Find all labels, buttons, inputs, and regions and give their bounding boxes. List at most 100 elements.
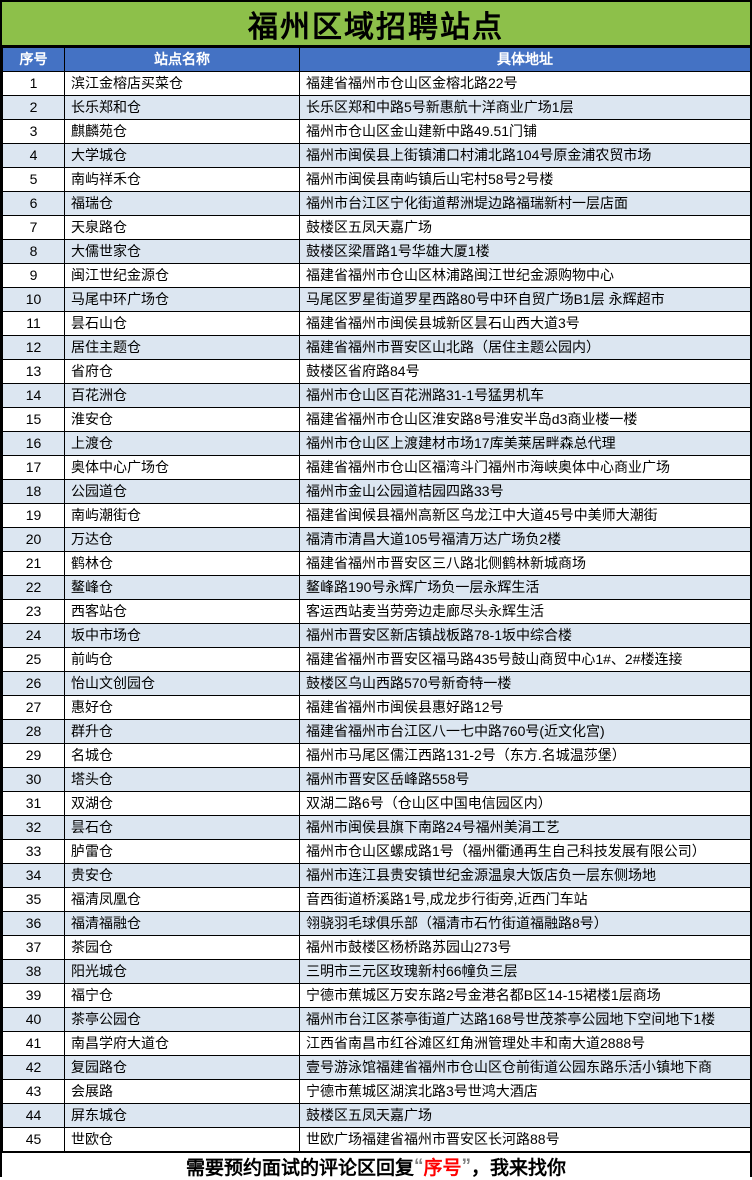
address-cell: 世欧广场福建省福州市晋安区长河路88号	[299, 1127, 751, 1152]
address-cell: 江西省南昌市红谷滩区红角洲管理处丰和南大道2888号	[299, 1031, 751, 1056]
row-number-cell: 41	[2, 1031, 65, 1056]
footer-quote-close: ”	[461, 1155, 472, 1177]
row-number-cell: 12	[2, 335, 65, 360]
address-cell: 福建省福州市仓山区福湾斗门福州市海峡奥体中心商业广场	[299, 455, 751, 480]
site-name-cell: 马尾中环广场仓	[64, 287, 300, 312]
table-row: 19 南屿潮街仓 福建省闽候县福州高新区乌龙江中大道45号中美师大潮街	[2, 503, 751, 528]
site-name-cell: 鳌峰仓	[64, 575, 300, 600]
site-name-cell: 福清凤凰仓	[64, 887, 300, 912]
table-row: 8 大儒世家仓 鼓楼区梁厝路1号华雄大厦1楼	[2, 239, 751, 264]
site-name-cell: 前屿仓	[64, 647, 300, 672]
table-row: 1 滨江金榕店买菜仓 福建省福州市仓山区金榕北路22号	[2, 71, 751, 96]
address-cell: 福州市仓山区上渡建材市场17库美莱居畔森总代理	[299, 431, 751, 456]
address-cell: 福州市仓山区金山建新中路49.51门铺	[299, 119, 751, 144]
row-number-cell: 25	[2, 647, 65, 672]
row-number-cell: 7	[2, 215, 65, 240]
address-cell: 福州市晋安区岳峰路558号	[299, 767, 751, 792]
site-name-cell: 福宁仓	[64, 983, 300, 1008]
table-row: 18 公园道仓 福州市金山公园道桔园四路33号	[2, 479, 751, 504]
site-name-cell: 鹤林仓	[64, 551, 300, 576]
row-number-cell: 3	[2, 119, 65, 144]
row-number-cell: 1	[2, 71, 65, 96]
row-number-cell: 43	[2, 1079, 65, 1104]
row-number-cell: 16	[2, 431, 65, 456]
row-number-cell: 13	[2, 359, 65, 384]
table-row: 36 福清福融仓 翎骁羽毛球俱乐部（福清市石竹街道福融路8号）	[2, 911, 751, 936]
row-number-cell: 4	[2, 143, 65, 168]
table-row: 12 居住主题仓 福建省福州市晋安区山北路（居住主题公园内）	[2, 335, 751, 360]
site-name-cell: 南屿潮街仓	[64, 503, 300, 528]
address-cell: 福州市仓山区百花洲路31-1号猛男机车	[299, 383, 751, 408]
table-row: 37 茶园仓 福州市鼓楼区杨桥路苏园山273号	[2, 935, 751, 960]
row-number-cell: 11	[2, 311, 65, 336]
site-name-cell: 天泉路仓	[64, 215, 300, 240]
table-row: 39 福宁仓 宁德市蕉城区万安东路2号金港名都B区14-15裙楼1层商场	[2, 983, 751, 1008]
site-name-cell: 双湖仓	[64, 791, 300, 816]
address-cell: 福州市闽侯县上街镇浦口村浦北路104号原金浦农贸市场	[299, 143, 751, 168]
table-row: 24 坂中市场仓 福州市晋安区新店镇战板路78-1坂中综合楼	[2, 623, 751, 648]
table-row: 29 名城仓 福州市马尾区儒江西路131-2号（东方.名城温莎堡）	[2, 743, 751, 768]
table-row: 5 南屿祥禾仓 福州市闽侯县南屿镇后山宅村58号2号楼	[2, 167, 751, 192]
table-row: 15 淮安仓 福建省福州市仓山区淮安路8号淮安半岛d3商业楼一楼	[2, 407, 751, 432]
site-name-cell: 南昌学府大道仓	[64, 1031, 300, 1056]
table-row: 30 塔头仓 福州市晋安区岳峰路558号	[2, 767, 751, 792]
table-row: 26 怡山文创园仓 鼓楼区乌山西路570号新奇特一楼	[2, 671, 751, 696]
address-cell: 马尾区罗星街道罗星西路80号中环自贸广场B1层 永辉超市	[299, 287, 751, 312]
site-name-cell: 万达仓	[64, 527, 300, 552]
row-number-cell: 10	[2, 287, 65, 312]
footer-highlight-number: 序号	[423, 1158, 462, 1179]
address-cell: 福州市金山公园道桔园四路33号	[299, 479, 751, 504]
row-number-cell: 39	[2, 983, 65, 1008]
row-number-cell: 36	[2, 911, 65, 936]
address-cell: 客运西站麦当劳旁边走廊尽头永辉生活	[299, 599, 751, 624]
address-cell: 鼓楼区五凤天嘉广场	[299, 1103, 751, 1128]
footer-note: 需要预约面试的评论区回复 “序号” ，我来找你	[2, 1152, 750, 1180]
site-name-cell: 茶园仓	[64, 935, 300, 960]
site-name-cell: 奥体中心广场仓	[64, 455, 300, 480]
row-number-cell: 31	[2, 791, 65, 816]
header-site-name: 站点名称	[64, 47, 300, 72]
row-number-cell: 33	[2, 839, 65, 864]
site-name-cell: 省府仓	[64, 359, 300, 384]
site-name-cell: 怡山文创园仓	[64, 671, 300, 696]
site-name-cell: 复园路仓	[64, 1055, 300, 1080]
address-cell: 福州市连江县贵安镇世纪金源温泉大饭店负一层东侧场地	[299, 863, 751, 888]
row-number-cell: 37	[2, 935, 65, 960]
table-row: 7 天泉路仓 鼓楼区五凤天嘉广场	[2, 215, 751, 240]
address-cell: 福建省福州市闽侯县城新区昙石山西大道3号	[299, 311, 751, 336]
site-name-cell: 大学城仓	[64, 143, 300, 168]
address-cell: 翎骁羽毛球俱乐部（福清市石竹街道福融路8号）	[299, 911, 751, 936]
row-number-cell: 18	[2, 479, 65, 504]
row-number-cell: 42	[2, 1055, 65, 1080]
table-row: 6 福瑞仓 福州市台江区宁化街道帮洲堤边路福瑞新村一层店面	[2, 191, 751, 216]
row-number-cell: 15	[2, 407, 65, 432]
table-row: 20 万达仓 福清市清昌大道105号福清万达广场负2楼	[2, 527, 751, 552]
address-cell: 福州市闽侯县旗下南路24号福州美涓工艺	[299, 815, 751, 840]
row-number-cell: 26	[2, 671, 65, 696]
site-name-cell: 屏东城仓	[64, 1103, 300, 1128]
address-cell: 鼓楼区省府路84号	[299, 359, 751, 384]
footer-quote-open: “	[413, 1155, 424, 1177]
row-number-cell: 32	[2, 815, 65, 840]
header-row-number: 序号	[2, 47, 65, 72]
table-row: 22 鳌峰仓 鳌峰路190号永辉广场负一层永辉生活	[2, 575, 751, 600]
address-cell: 福州市闽侯县南屿镇后山宅村58号2号楼	[299, 167, 751, 192]
address-cell: 福建省福州市台江区八一七中路760号(近文化宫)	[299, 719, 751, 744]
table-row: 16 上渡仓 福州市仓山区上渡建材市场17库美莱居畔森总代理	[2, 431, 751, 456]
address-cell: 三明市三元区玫瑰新村66幢负三层	[299, 959, 751, 984]
site-name-cell: 阳光城仓	[64, 959, 300, 984]
site-name-cell: 昙石仓	[64, 815, 300, 840]
table-row: 41 南昌学府大道仓 江西省南昌市红谷滩区红角洲管理处丰和南大道2888号	[2, 1031, 751, 1056]
table-row: 34 贵安仓 福州市连江县贵安镇世纪金源温泉大饭店负一层东侧场地	[2, 863, 751, 888]
site-name-cell: 闽江世纪金源仓	[64, 263, 300, 288]
row-number-cell: 21	[2, 551, 65, 576]
row-number-cell: 8	[2, 239, 65, 264]
site-name-cell: 群升仓	[64, 719, 300, 744]
table-row: 31 双湖仓 双湖二路6号（仓山区中国电信园区内）	[2, 791, 751, 816]
table-row: 13 省府仓 鼓楼区省府路84号	[2, 359, 751, 384]
table-row: 23 西客站仓 客运西站麦当劳旁边走廊尽头永辉生活	[2, 599, 751, 624]
site-name-cell: 百花洲仓	[64, 383, 300, 408]
row-number-cell: 35	[2, 887, 65, 912]
address-cell: 音西街道桥溪路1号,成龙步行街旁,近西门车站	[299, 887, 751, 912]
row-number-cell: 20	[2, 527, 65, 552]
